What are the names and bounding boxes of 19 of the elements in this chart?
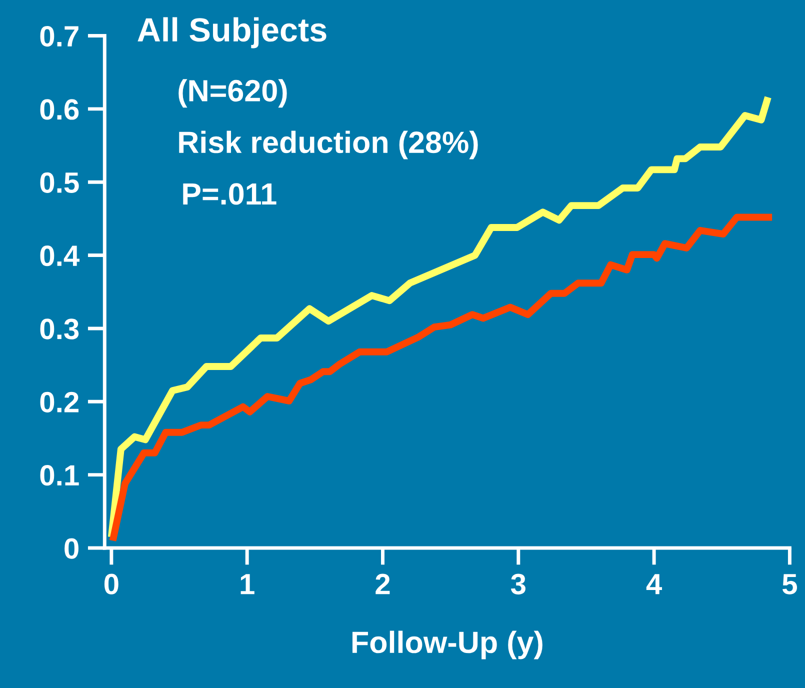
y-tick-label: 0.1	[40, 465, 79, 486]
x-tick-label: 3	[510, 574, 526, 594]
x-tick-label: 1	[240, 574, 254, 594]
y-tick-label: 0.2	[40, 392, 78, 412]
annotation: (N=620)	[178, 79, 287, 108]
y-tick-label: 0.3	[40, 318, 79, 340]
x-tick-label: 5	[782, 574, 798, 594]
y-tick-label: 0.5	[40, 172, 79, 193]
y-tick-label: 0.4	[40, 246, 80, 266]
x-tick-label: 2	[376, 574, 390, 594]
x-axis-title: Follow-Up (y)	[352, 630, 542, 660]
y-tick-label: 0	[64, 538, 78, 559]
x-tick-label: 4	[646, 574, 662, 594]
annotation: P=.011	[183, 183, 276, 205]
x-tick-label: 0	[104, 574, 118, 594]
y-tick-label: 0.6	[40, 99, 79, 120]
y-tick-label: 0.7	[40, 26, 78, 47]
chart-title: All Subjects	[138, 17, 326, 48]
annotation: Risk reduction (28%)	[179, 130, 478, 160]
